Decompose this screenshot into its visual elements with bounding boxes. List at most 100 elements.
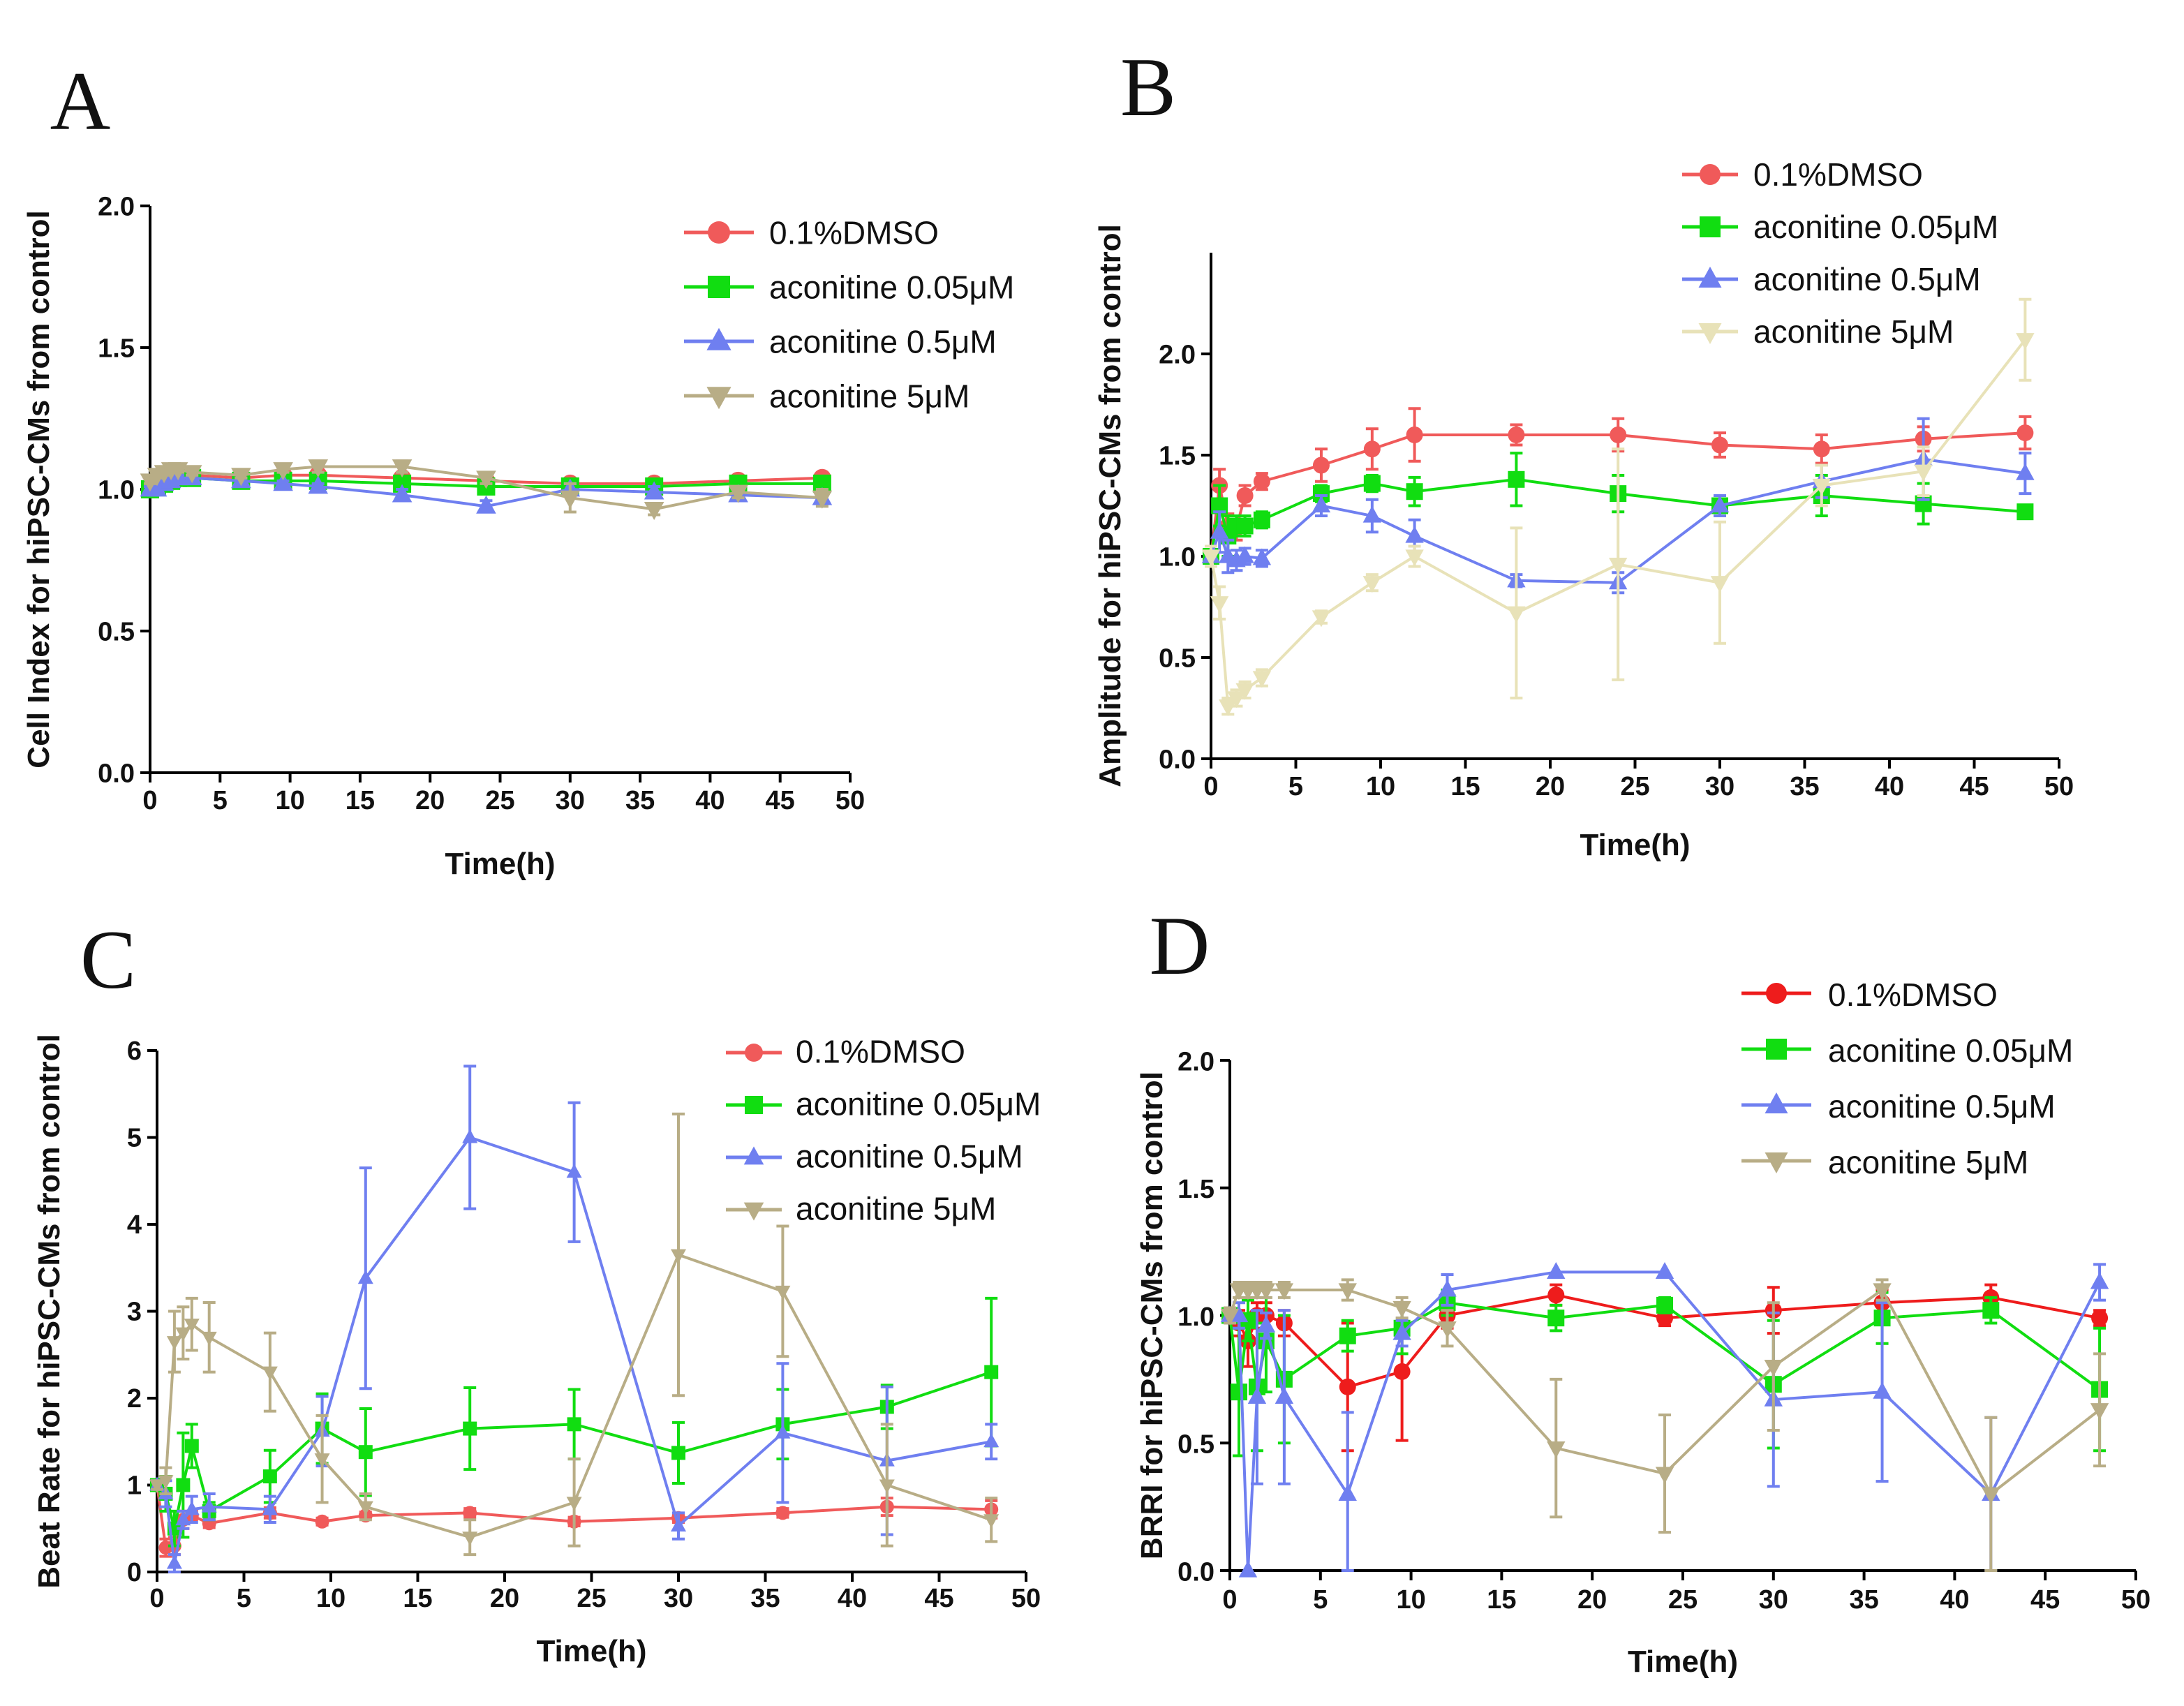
data-point (1312, 610, 1331, 628)
data-point (262, 1366, 278, 1381)
data-point (1275, 1283, 1294, 1300)
data-point (181, 465, 202, 484)
x-tick-label: 15 (346, 786, 375, 815)
x-tick-label: 30 (1759, 1585, 1788, 1615)
x-tick-label: 35 (750, 1584, 780, 1613)
y-tick-label: 0 (127, 1558, 142, 1587)
data-point (1982, 1302, 2000, 1319)
x-tick-label: 35 (1790, 772, 1819, 801)
data-point (1229, 1305, 1249, 1323)
data-point (1227, 691, 1246, 709)
data-point (1392, 1300, 1411, 1318)
data-point (1655, 1467, 1674, 1484)
x-tick-label: 15 (1450, 772, 1480, 801)
y-tick-label: 0.5 (1159, 644, 1196, 674)
data-point (728, 484, 748, 503)
legend-marker (1765, 1092, 1788, 1113)
x-tick-label: 5 (1313, 1585, 1328, 1615)
data-point (2016, 333, 2035, 350)
legend-entry: 0.1%DMSO (726, 1033, 965, 1069)
legend-entry: aconitine 0.5μM (726, 1138, 1023, 1174)
data-point (1220, 1308, 1240, 1326)
data-point (1339, 1378, 1356, 1395)
y-tick-label: 2.0 (1178, 1047, 1214, 1076)
data-point (2016, 463, 2035, 480)
data-point (1873, 1283, 1892, 1300)
data-point (1236, 517, 1254, 535)
chart-panel-c: C0 5 10 15 20 25 30 35 40 45 500123456Time(h)Beat … (32, 913, 1041, 1668)
x-tick-label: 50 (835, 786, 865, 815)
x-tick-label: 40 (1875, 772, 1904, 801)
legend-marker (743, 1202, 764, 1221)
data-point (2090, 1272, 2109, 1289)
legend-entry: aconitine 0.5μM (1682, 261, 1981, 297)
legend-marker (745, 1096, 763, 1114)
x-tick-label: 50 (2121, 1585, 2150, 1615)
x-tick-label: 5 (213, 786, 228, 815)
data-point (1219, 699, 1238, 716)
data-point (1393, 1363, 1411, 1380)
data-point (1405, 549, 1424, 567)
y-axis-label: Amplitude for hiPSC-CMs from control (1093, 224, 1127, 787)
y-tick-label: 2.0 (1159, 341, 1196, 370)
data-point (775, 1506, 790, 1520)
data-point (1252, 548, 1272, 565)
data-point (1609, 558, 1628, 574)
legend-marker (1698, 267, 1722, 288)
panel-letter: B (1120, 40, 1176, 133)
data-point (358, 1445, 373, 1460)
y-axis-label: Beat Rate for hiPSC-CMs from control (32, 1034, 66, 1589)
y-tick-label: 1.5 (98, 334, 135, 364)
data-point (1547, 1286, 1565, 1304)
data-point (775, 1424, 791, 1439)
legend-label: aconitine 0.05μM (1753, 209, 1998, 245)
data-point (1547, 1261, 1566, 1279)
data-point (1507, 606, 1526, 623)
x-tick-label: 25 (1668, 1585, 1698, 1615)
legend-entry: 0.1%DMSO (684, 215, 939, 251)
x-tick-label: 40 (1940, 1585, 1969, 1615)
data-point (1252, 671, 1272, 688)
legend-entry: aconitine 0.05μM (1682, 209, 1998, 245)
chart-panel-a: A 0 5 10 15 20 25 30 35 40 45 50 0.0 0.5 1.0 1.5 2.0 Time… (22, 54, 1014, 881)
data-point (1438, 1321, 1457, 1339)
data-point (357, 1270, 373, 1284)
data-point (463, 1421, 477, 1436)
data-point (357, 1501, 373, 1515)
data-point (566, 1164, 582, 1178)
series-3 (149, 1112, 1000, 1557)
data-point (1247, 1387, 1267, 1404)
legend-marker (1766, 1039, 1787, 1060)
data-point (1338, 1283, 1357, 1300)
y-tick-label: 6 (127, 1037, 142, 1066)
y-tick-label: 3 (127, 1297, 142, 1326)
data-point (273, 462, 293, 481)
data-point (1275, 1387, 1294, 1404)
data-point (184, 1501, 200, 1515)
data-point (1508, 426, 1525, 443)
legend-marker (1766, 983, 1787, 1004)
data-point (201, 1331, 217, 1346)
data-point (2016, 503, 2034, 521)
data-point (983, 1514, 1000, 1529)
legend-marker (1765, 1152, 1788, 1173)
chart-panel-b: B 0 5 10 15 20 25 30 35 40 45 50 0.0 0.5 1.0 1.5 2.0 Time… (1093, 40, 2074, 862)
data-point (1363, 475, 1381, 492)
data-point (1338, 1483, 1357, 1501)
data-point (1873, 1381, 1892, 1399)
x-tick-label: 20 (415, 786, 445, 815)
x-tick-label: 0 (1222, 1585, 1237, 1615)
x-axis-label: Time(h) (445, 847, 555, 881)
data-point (149, 1479, 165, 1494)
data-point (671, 1249, 686, 1263)
data-point (1230, 1384, 1247, 1401)
x-tick-label: 25 (577, 1584, 606, 1613)
chart-panel-d: D 0 5 10 15 20 25 30 35 40 45 50 0.0 0.5 1.0 1.5 2.0 Time… (1135, 899, 2150, 1679)
legend-entry: aconitine 0.05μM (1741, 1032, 2073, 1069)
data-point (308, 475, 329, 494)
x-tick-label: 15 (1487, 1585, 1516, 1615)
data-point (1655, 1261, 1674, 1279)
legend-entry: aconitine 0.05μM (684, 269, 1014, 306)
legend-entry: aconitine 0.05μM (726, 1085, 1041, 1122)
